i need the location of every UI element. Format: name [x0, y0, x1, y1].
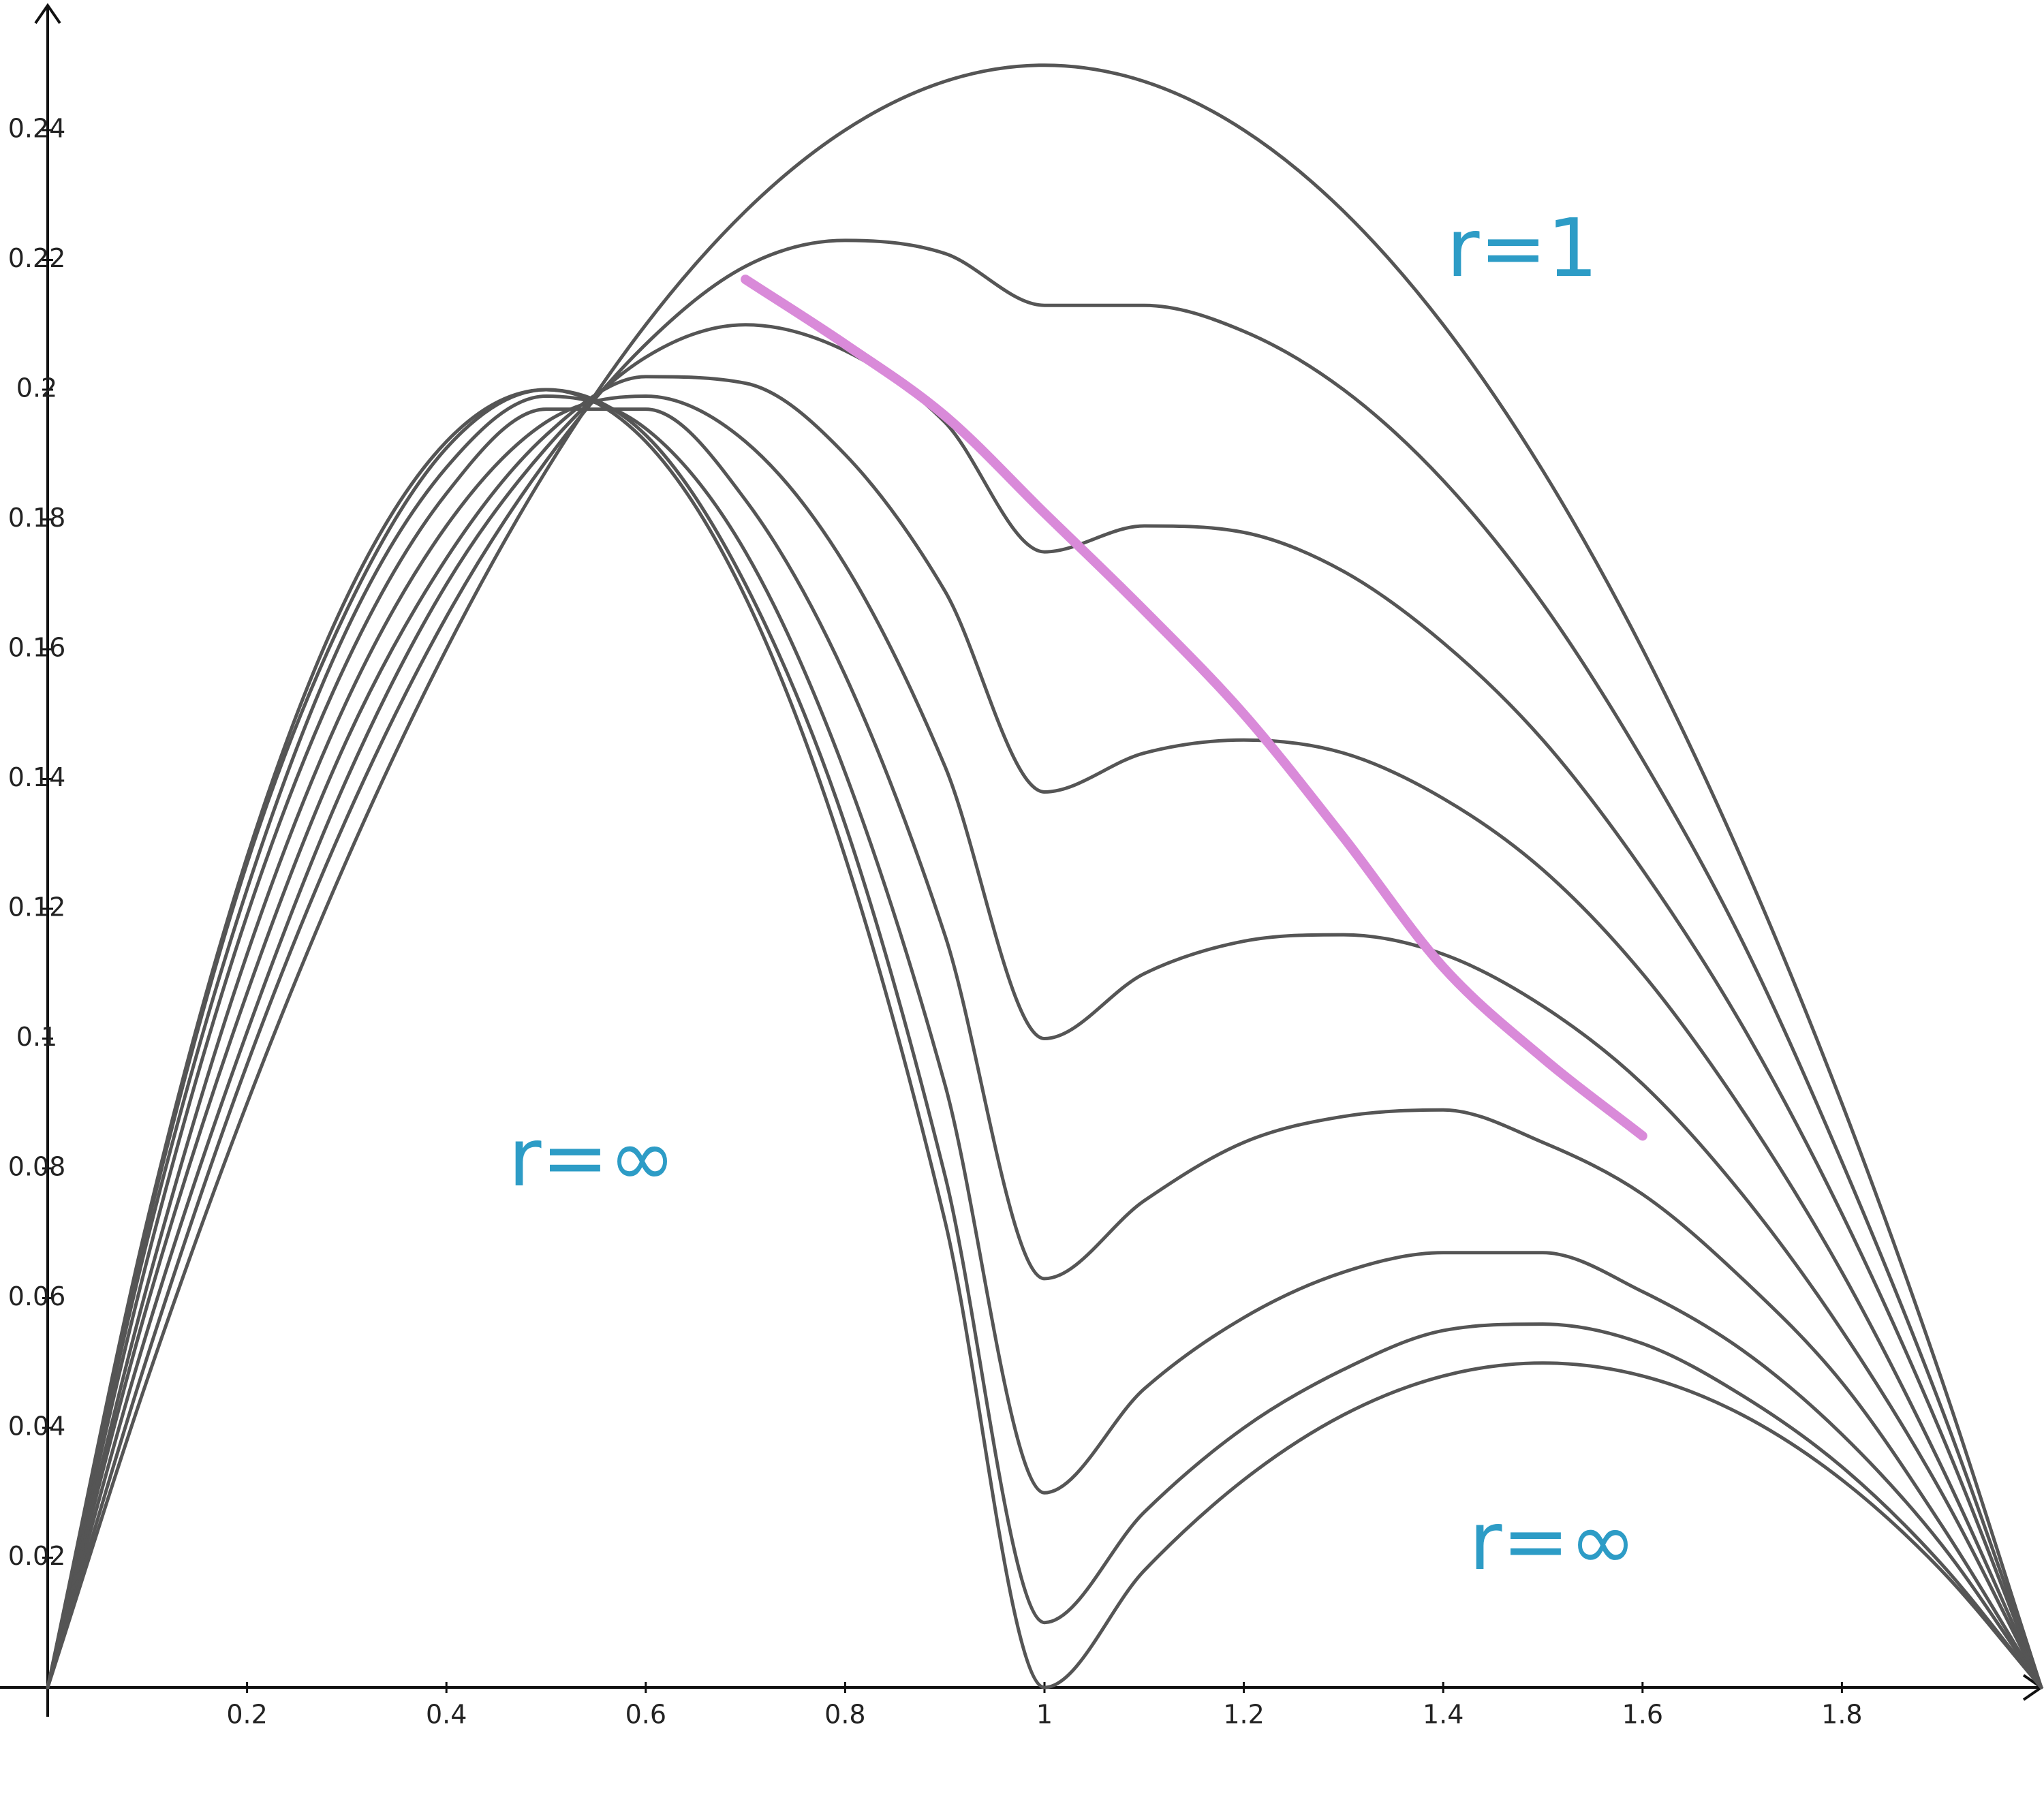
y-tick-label: 0.22	[8, 243, 66, 273]
y-tick-label: 0.16	[8, 632, 66, 662]
y-tick-label: 0.1	[16, 1022, 57, 1052]
curve	[46, 388, 2043, 1690]
curve	[46, 238, 2043, 1690]
x-tick-label: 1.6	[1622, 1700, 1663, 1730]
annotation: r=1	[1446, 201, 1598, 295]
x-tick-label: 1.4	[1423, 1700, 1464, 1730]
curve	[46, 388, 2043, 1690]
y-tick-label: 0.06	[8, 1281, 66, 1311]
x-tick-label: 1.2	[1223, 1700, 1264, 1730]
x-tick-label: 0.8	[824, 1700, 865, 1730]
y-axis-arrow	[34, 3, 61, 25]
x-tick-label: 1.8	[1821, 1700, 1862, 1730]
annotation: r=∞	[508, 1110, 676, 1204]
x-tick-label: 0.6	[625, 1700, 666, 1730]
y-tick-label: 0.02	[8, 1541, 66, 1571]
curve	[46, 323, 2043, 1690]
curve	[46, 394, 2043, 1690]
curve	[46, 63, 2043, 1690]
y-tick-label: 0.12	[8, 892, 66, 922]
x-tick-label: 0.4	[426, 1700, 467, 1730]
y-tick-label: 0.08	[8, 1151, 66, 1181]
highlight-line	[741, 275, 1647, 1141]
x-tick-label: 0.2	[226, 1700, 267, 1730]
annotation: r=∞	[1469, 1494, 1637, 1588]
y-tick-label: 0.2	[16, 373, 57, 403]
y-tick-label: 0.18	[8, 503, 66, 533]
y-tick-label: 0.24	[8, 113, 66, 143]
curve	[46, 407, 2043, 1690]
y-tick-label: 0.04	[8, 1411, 66, 1441]
x-tick-label: 1	[1036, 1700, 1053, 1730]
curve	[46, 375, 2043, 1690]
y-tick-label: 0.14	[8, 762, 66, 792]
curve	[46, 394, 2043, 1690]
